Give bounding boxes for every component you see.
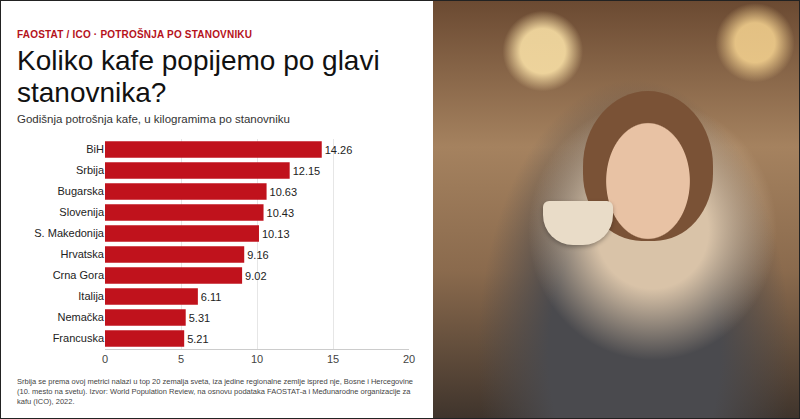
svg-text:Francuska: Francuska: [53, 332, 105, 344]
svg-text:15: 15: [327, 353, 339, 365]
svg-text:5: 5: [178, 353, 184, 365]
svg-text:14.26: 14.26: [325, 144, 353, 156]
svg-text:12.15: 12.15: [293, 165, 321, 177]
svg-text:10.43: 10.43: [267, 207, 295, 219]
html-text:Koliko kafe popijemo po glavi: Koliko kafe popijemo po glavi stanovnika…: [17, 45, 380, 108]
svg-text:Srbija: Srbija: [76, 164, 105, 176]
svg-text:10.63: 10.63: [270, 186, 298, 198]
svg-text:9.02: 9.02: [245, 270, 266, 282]
svg-text:Nemačka: Nemačka: [58, 311, 105, 323]
svg-text:10: 10: [251, 353, 263, 365]
svg-text:10.13: 10.13: [262, 228, 290, 240]
svg-text:9.16: 9.16: [247, 249, 268, 261]
svg-text:S. Makedonija: S. Makedonija: [34, 227, 105, 239]
svg-text:Slovenija: Slovenija: [59, 206, 105, 218]
svg-text:Bugarska: Bugarska: [58, 185, 105, 197]
svg-text:BiH: BiH: [86, 143, 104, 155]
svg-text:5.31: 5.31: [189, 312, 210, 324]
html-text:Godišnja potrošnja kafe, u kil: Godišnja potrošnja kafe, u kilogramima p…: [17, 113, 290, 125]
svg-text:Italija: Italija: [78, 290, 105, 302]
svg-text:6.11: 6.11: [201, 291, 222, 303]
html-text:Srbija se prema ovoj metrici n: Srbija se prema ovoj metrici nalazi u to…: [17, 377, 413, 406]
svg-text:Crna Gora: Crna Gora: [53, 269, 105, 281]
svg-text:0: 0: [102, 353, 108, 365]
svg-text:5.21: 5.21: [187, 333, 208, 345]
html-text:FAOSTAT / ICO · POTROŠNJA PO S: FAOSTAT / ICO · POTROŠNJA PO STANOVNIKU: [17, 29, 253, 40]
svg-text:20: 20: [403, 353, 415, 365]
svg-text:Hrvatska: Hrvatska: [61, 248, 105, 260]
